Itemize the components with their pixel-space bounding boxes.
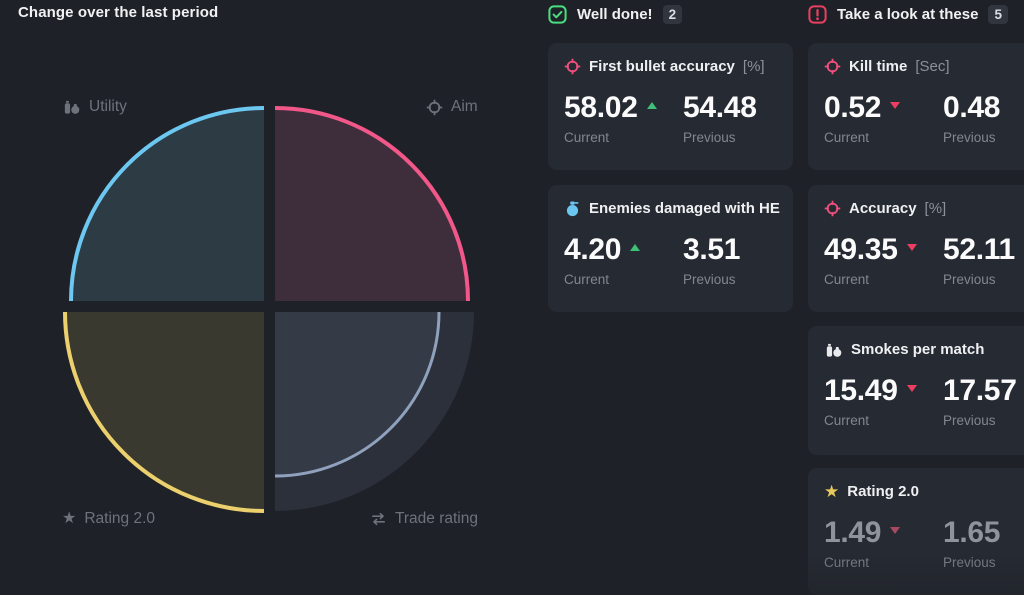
current-label: Current bbox=[564, 272, 683, 287]
current-block: 1.49 Current bbox=[824, 516, 943, 570]
utility-icon bbox=[824, 342, 843, 358]
card-values: 0.52 Current 0.48 Previous bbox=[824, 91, 1024, 145]
quadrant-aim bbox=[275, 108, 468, 301]
chart-label-text: Aim bbox=[451, 98, 478, 116]
previous-value: 3.51 bbox=[683, 233, 779, 267]
current-value: 58.02 bbox=[564, 91, 638, 125]
current-label: Current bbox=[564, 130, 683, 145]
card-values: 1.49 Current 1.65 Previous bbox=[824, 516, 1024, 570]
trend-up-icon bbox=[630, 244, 640, 251]
crosshair-icon bbox=[426, 99, 443, 116]
previous-label: Previous bbox=[683, 272, 779, 287]
current-value: 1.49 bbox=[824, 516, 881, 550]
trend-down-icon bbox=[890, 102, 900, 109]
current-block: 4.20 Current bbox=[564, 233, 683, 287]
previous-block: 52.11 Previous bbox=[943, 233, 1024, 287]
card-title: First bullet accuracy bbox=[589, 58, 735, 75]
quadrant-utility bbox=[71, 108, 264, 301]
previous-block: 0.48 Previous bbox=[943, 91, 1024, 145]
card-title: Smokes per match bbox=[851, 341, 984, 358]
previous-block: 1.65 Previous bbox=[943, 516, 1024, 570]
card-title: Accuracy bbox=[849, 200, 917, 217]
crosshair-icon bbox=[564, 58, 581, 75]
stat-card-rating-2-0[interactable]: ★ Rating 2.0 1.49 Current 1.65 Previous bbox=[808, 468, 1024, 595]
card-header: Smokes per match bbox=[824, 341, 1024, 358]
quadrant-rating bbox=[65, 312, 264, 511]
chart-label-text: Utility bbox=[89, 98, 127, 116]
previous-block: 3.51 Previous bbox=[683, 233, 779, 287]
current-label: Current bbox=[824, 555, 943, 570]
card-header: First bullet accuracy [%] bbox=[564, 58, 779, 75]
card-header: Accuracy [%] bbox=[824, 200, 1024, 217]
card-title: Rating 2.0 bbox=[847, 483, 919, 500]
stat-card-first-bullet-accuracy[interactable]: First bullet accuracy [%] 58.02 Current … bbox=[548, 43, 793, 170]
card-title: Enemies damaged with HE bbox=[589, 200, 780, 217]
previous-value: 0.48 bbox=[943, 91, 1024, 125]
chart-label-text: Trade rating bbox=[395, 510, 478, 528]
previous-block: 17.57 Previous bbox=[943, 374, 1024, 428]
star-icon: ★ bbox=[824, 483, 839, 500]
star-icon: ★ bbox=[62, 511, 76, 527]
card-header: Enemies damaged with HE bbox=[564, 200, 779, 217]
stat-card-enemies-damaged-he[interactable]: Enemies damaged with HE 4.20 Current 3.5… bbox=[548, 185, 793, 312]
take-a-look-label: Take a look at these bbox=[837, 6, 978, 23]
card-unit: [%] bbox=[743, 58, 765, 75]
previous-label: Previous bbox=[943, 130, 1024, 145]
card-header: ★ Rating 2.0 bbox=[824, 483, 1024, 500]
check-icon bbox=[548, 5, 567, 24]
card-title: Kill time bbox=[849, 58, 907, 75]
current-label: Current bbox=[824, 272, 943, 287]
chart-label-rating: ★ Rating 2.0 bbox=[62, 510, 155, 528]
quadrant-chart bbox=[0, 0, 535, 561]
previous-label: Previous bbox=[683, 130, 779, 145]
trend-down-icon bbox=[890, 527, 900, 534]
utility-icon bbox=[62, 99, 81, 115]
current-label: Current bbox=[824, 413, 943, 428]
previous-value: 17.57 bbox=[943, 374, 1024, 408]
previous-value: 1.65 bbox=[943, 516, 1024, 550]
previous-label: Previous bbox=[943, 272, 1024, 287]
current-block: 15.49 Current bbox=[824, 374, 943, 428]
stat-card-kill-time[interactable]: Kill time [Sec] 0.52 Current 0.48 Previo… bbox=[808, 43, 1024, 170]
well-done-label: Well done! bbox=[577, 6, 653, 23]
take-a-look-count-badge: 5 bbox=[988, 5, 1008, 24]
current-value: 15.49 bbox=[824, 374, 898, 408]
take-a-look-header: Take a look at these 5 ➞ bbox=[808, 3, 1024, 25]
card-values: 49.35 Current 52.11 Previous bbox=[824, 233, 1024, 287]
crosshair-icon bbox=[824, 58, 841, 75]
exclamation-icon bbox=[808, 5, 827, 24]
current-value: 49.35 bbox=[824, 233, 898, 267]
card-unit: [%] bbox=[925, 200, 947, 217]
stat-card-accuracy[interactable]: Accuracy [%] 49.35 Current 52.11 Previou… bbox=[808, 185, 1024, 312]
current-block: 0.52 Current bbox=[824, 91, 943, 145]
card-header: Kill time [Sec] bbox=[824, 58, 1024, 75]
stat-card-smokes-per-match[interactable]: Smokes per match 15.49 Current 17.57 Pre… bbox=[808, 326, 1024, 455]
chart-label-utility: Utility bbox=[62, 98, 127, 116]
current-block: 58.02 Current bbox=[564, 91, 683, 145]
trend-up-icon bbox=[647, 102, 657, 109]
current-value: 4.20 bbox=[564, 233, 621, 267]
previous-label: Previous bbox=[943, 555, 1024, 570]
chart-label-trade: Trade rating bbox=[370, 510, 478, 528]
current-block: 49.35 Current bbox=[824, 233, 943, 287]
he-grenade-icon bbox=[564, 200, 581, 217]
current-value: 0.52 bbox=[824, 91, 881, 125]
previous-value: 54.48 bbox=[683, 91, 779, 125]
chart-label-text: Rating 2.0 bbox=[84, 510, 155, 528]
crosshair-icon bbox=[824, 200, 841, 217]
card-unit: [Sec] bbox=[915, 58, 949, 75]
previous-block: 54.48 Previous bbox=[683, 91, 779, 145]
card-values: 15.49 Current 17.57 Previous bbox=[824, 374, 1024, 428]
chart-label-aim: Aim bbox=[426, 98, 478, 116]
trend-down-icon bbox=[907, 385, 917, 392]
card-values: 58.02 Current 54.48 Previous bbox=[564, 91, 779, 145]
card-values: 4.20 Current 3.51 Previous bbox=[564, 233, 779, 287]
well-done-count-badge: 2 bbox=[663, 5, 683, 24]
previous-label: Previous bbox=[943, 413, 1024, 428]
swap-icon bbox=[370, 512, 387, 526]
trend-down-icon bbox=[907, 244, 917, 251]
well-done-header: Well done! 2 bbox=[548, 3, 682, 25]
current-label: Current bbox=[824, 130, 943, 145]
previous-value: 52.11 bbox=[943, 233, 1024, 267]
